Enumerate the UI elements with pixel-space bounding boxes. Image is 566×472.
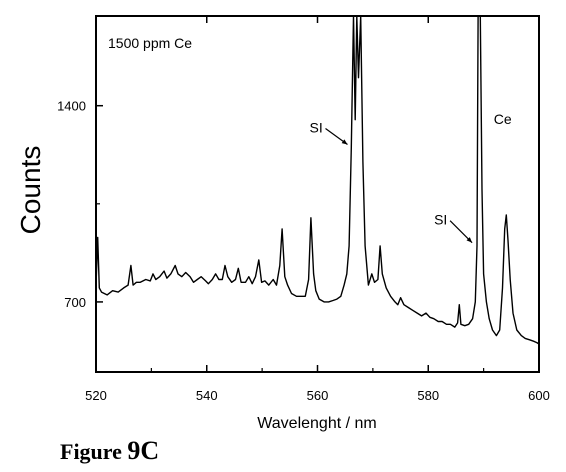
ticks-layer: 520 540 560 580 600 700 1400 bbox=[57, 16, 550, 403]
spectrum-line bbox=[95, 15, 540, 345]
x-axis-title: Wavelenght / nm bbox=[257, 415, 376, 432]
x-tick-label: 580 bbox=[417, 388, 439, 403]
annotation-arrowhead bbox=[466, 237, 473, 243]
x-tick-label: 520 bbox=[85, 388, 107, 403]
x-tick-label: 600 bbox=[528, 388, 550, 403]
figure-caption: Figure 9C bbox=[60, 436, 159, 466]
legend-text: 1500 ppm Ce bbox=[108, 35, 192, 51]
caption-prefix: Figure bbox=[60, 439, 128, 464]
y-tick-label: 1400 bbox=[57, 99, 86, 114]
annotation-label: SI bbox=[309, 120, 322, 136]
y-axis-title: Counts bbox=[15, 146, 46, 235]
y-tick-label: 700 bbox=[64, 295, 86, 310]
x-tick-label: 560 bbox=[307, 388, 329, 403]
spectrum-layer bbox=[95, 15, 540, 345]
caption-number: 9C bbox=[127, 436, 160, 465]
annotation-label: Ce bbox=[494, 111, 512, 127]
annotation-arrowhead bbox=[341, 139, 348, 145]
x-tick-label: 540 bbox=[196, 388, 218, 403]
annotation-label: SI bbox=[434, 212, 447, 228]
annotation-layer: SI SI Ce bbox=[309, 111, 512, 244]
chart: 520 540 560 580 600 700 1400 SI SI Ce 1500 ppm C… bbox=[15, 15, 550, 432]
